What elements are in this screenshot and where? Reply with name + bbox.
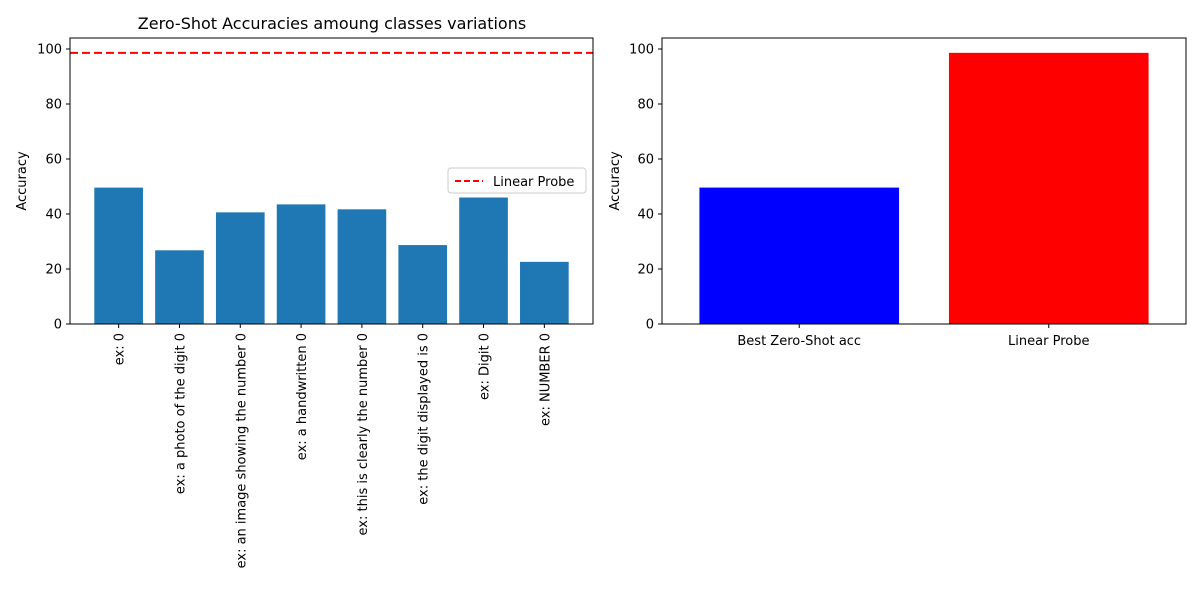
- x-tick-label: ex: NUMBER 0: [538, 333, 553, 426]
- left-y-axis-label: Accuracy: [15, 151, 30, 211]
- bar-7: [459, 197, 508, 324]
- bar-5: [337, 209, 387, 324]
- bar-6: [398, 245, 448, 324]
- left-chart: Zero-Shot Accuracies amoung classes vari…: [15, 14, 594, 568]
- bar-2: [948, 52, 1149, 324]
- y-tick-label: 40: [45, 208, 62, 223]
- bar-1: [699, 187, 900, 324]
- x-tick-label: ex: a photo of the digit 0: [173, 333, 188, 494]
- x-tick-label: ex: a handwritten 0: [295, 333, 310, 460]
- left-x-ticks: ex: 0 ex: a photo of the digit 0 ex: an im…: [113, 324, 553, 568]
- y-tick-label: 20: [45, 263, 62, 278]
- left-bars: [94, 187, 569, 324]
- y-tick-label: 80: [45, 98, 62, 113]
- bar-3: [215, 212, 265, 324]
- right-y-axis-label: Accuracy: [608, 151, 623, 211]
- y-tick-label: 0: [646, 318, 654, 333]
- x-tick-label: ex: the digit displayed is 0: [417, 333, 432, 505]
- bar-1: [94, 187, 143, 324]
- x-tick-label: ex: Digit 0: [478, 333, 493, 400]
- x-tick-label: ex: this is clearly the number 0: [356, 333, 371, 535]
- left-chart-title: Zero-Shot Accuracies amoung classes vari…: [138, 14, 526, 33]
- bar-8: [520, 261, 569, 324]
- y-tick-label: 20: [637, 263, 654, 278]
- y-tick-label: 100: [629, 43, 654, 58]
- y-tick-label: 60: [45, 153, 62, 168]
- right-plot-frame: [661, 37, 1187, 325]
- x-tick-label: ex: an image showing the number 0: [234, 333, 249, 568]
- y-tick-label: 60: [637, 153, 654, 168]
- legend-box: [447, 167, 587, 194]
- right-bars: [699, 52, 1149, 324]
- left-plot-frame: [69, 37, 594, 325]
- right-x-ticks: Best Zero-Shot acc Linear Probe: [737, 324, 1089, 349]
- right-y-ticks: 0 20 40 60 80 100: [629, 43, 662, 333]
- right-chart: Accuracy 0 20 40 60 80 100 Best Zero-Shot acc…: [608, 37, 1187, 349]
- x-tick-label: Best Zero-Shot acc: [737, 334, 861, 349]
- y-tick-label: 80: [637, 98, 654, 113]
- left-y-ticks: 0 20 40 60 80 100: [37, 43, 70, 333]
- legend: Linear Probe: [447, 167, 587, 194]
- y-tick-label: 100: [37, 43, 62, 58]
- bar-4: [276, 204, 326, 324]
- legend-label-linear-probe: Linear Probe: [493, 175, 574, 190]
- bar-2: [155, 250, 204, 324]
- x-tick-label: Linear Probe: [1008, 334, 1089, 349]
- y-tick-label: 40: [637, 208, 654, 223]
- y-tick-label: 0: [54, 318, 62, 333]
- x-tick-label: ex: 0: [113, 333, 128, 365]
